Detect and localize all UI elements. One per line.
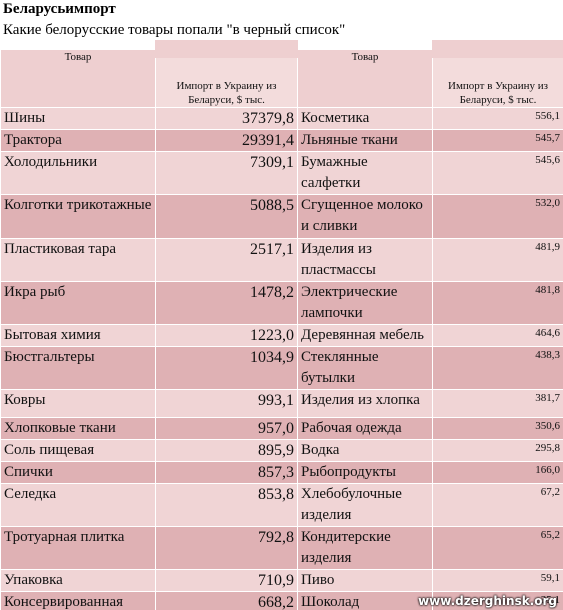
product: Хлопковые ткани [0, 416, 156, 440]
product: Икра рыб [0, 280, 156, 325]
table-row: Ковры 993,1 Изделия из хлопка 381,7 [0, 388, 563, 418]
table-row: Икра рыб 1478,2 Электрические лампочки 481,… [0, 280, 563, 325]
import-value: 2517,1 [155, 237, 298, 282]
import-value: 1034,9 [155, 345, 298, 390]
table-row: Тротуарная плитка 792,8 Кондитерские издел… [0, 525, 563, 570]
import-value: 1223,0 [155, 323, 298, 347]
import-value: 993,1 [155, 388, 298, 418]
title: Беларусьимпорт [3, 1, 116, 17]
product: Рыбопродукты [297, 460, 433, 484]
import-value: 481,8 [432, 280, 563, 325]
import-value: 668,2 [155, 590, 298, 610]
product: Соль пищевая [0, 438, 156, 462]
table-row: Колготки трикотажные 5088,5 Сгущенное моло… [0, 193, 563, 239]
product: Водка [297, 438, 433, 462]
product: Бюстгальтеры [0, 345, 156, 390]
product: Консервированная рыба [0, 590, 156, 610]
table-row: Холодильники 7309,1 Бумажные салфетки 545,6 [0, 150, 563, 195]
watermark: www.dzerghinsk.org [418, 594, 557, 608]
import-value: 545,7 [432, 128, 563, 152]
import-table: Товар Импорт в Украину из Беларуси, $ ты… [0, 40, 563, 610]
product: Трактора [0, 128, 156, 152]
table-row: Бытовая химия 1223,0 Деревянная мебель 464,… [0, 323, 563, 347]
product: Косметика [297, 106, 433, 130]
product: Пластиковая тара [0, 237, 156, 282]
import-value: 481,9 [432, 237, 563, 282]
import-value: 381,7 [432, 388, 563, 418]
import-value: 29391,4 [155, 128, 298, 152]
product: Стеклянные бутылки [297, 345, 433, 390]
import-value: 545,6 [432, 150, 563, 195]
product: Пиво [297, 568, 433, 592]
product: Деревянная мебель [297, 323, 433, 347]
product: Сгущенное молоко и сливки [297, 193, 433, 239]
table-body: Шины 37379,8 Косметика 556,1 Трактора 29391,4… [0, 106, 563, 610]
import-value: 166,0 [432, 460, 563, 484]
import-value: 857,3 [155, 460, 298, 484]
product: Шоколад [297, 590, 433, 610]
import-value: 957,0 [155, 416, 298, 440]
import-value: 853,8 [155, 482, 298, 527]
import-value: 37379,8 [155, 106, 298, 130]
product: Ковры [0, 388, 156, 418]
product: Рабочая одежда [297, 416, 433, 440]
product: Холодильники [0, 150, 156, 195]
import-value: 35,1 [432, 590, 563, 610]
product: Бытовая химия [0, 323, 156, 347]
product: Колготки трикотажные [0, 193, 156, 239]
product: Селедка [0, 482, 156, 527]
table-header: Товар Импорт в Украину из Беларуси, $ ты… [0, 40, 563, 108]
product: Спички [0, 460, 156, 484]
import-value: 792,8 [155, 525, 298, 570]
import-value: 710,9 [155, 568, 298, 592]
table-row: Селедка 853,8 Хлебобулочные изделия 67,2 [0, 482, 563, 527]
import-value: 65,2 [432, 525, 563, 570]
product: Изделия из пластмассы [297, 237, 433, 282]
product: Тротуарная плитка [0, 525, 156, 570]
import-value: 295,8 [432, 438, 563, 462]
import-value: 532,0 [432, 193, 563, 239]
product: Хлебобулочные изделия [297, 482, 433, 527]
import-value: 59,1 [432, 568, 563, 592]
product: Шины [0, 106, 156, 130]
product: Льняные ткани [297, 128, 433, 152]
column-header: Товар [297, 48, 433, 108]
product: Кондитерские изделия [297, 525, 433, 570]
import-value: 464,6 [432, 323, 563, 347]
column-header: Товар [0, 48, 156, 108]
table-row: Шины 37379,8 Косметика 556,1 [0, 106, 563, 130]
import-value: 350,6 [432, 416, 563, 440]
table-row: Пластиковая тара 2517,1 Изделия из пластма… [0, 237, 563, 282]
table-row: Спички 857,3 Рыбопродукты 166,0 [0, 460, 563, 484]
import-value: 67,2 [432, 482, 563, 527]
import-value: 438,3 [432, 345, 563, 390]
import-value: 1478,2 [155, 280, 298, 325]
import-value: 895,9 [155, 438, 298, 462]
product: Упаковка [0, 568, 156, 592]
product: Изделия из хлопка [297, 388, 433, 418]
table-row: Трактора 29391,4 Льняные ткани 545,7 [0, 128, 563, 152]
table-row: Хлопковые ткани 957,0 Рабочая одежда 350,6 [0, 416, 563, 440]
column-header: Импорт в Украину из Беларуси, $ тыс. [432, 40, 563, 108]
table-row: Бюстгальтеры 1034,9 Стеклянные бутылки 438,… [0, 345, 563, 390]
table-row: Соль пищевая 895,9 Водка 295,8 [0, 438, 563, 462]
subtitle: Какие белорусские товары попали "в черны… [3, 22, 346, 38]
product: Бумажные салфетки [297, 150, 433, 195]
import-value: 556,1 [432, 106, 563, 130]
column-header: Импорт в Украину из Беларуси, $ тыс. [155, 40, 298, 108]
import-value: 5088,5 [155, 193, 298, 239]
import-value: 7309,1 [155, 150, 298, 195]
table-row: Упаковка 710,9 Пиво 59,1 [0, 568, 563, 592]
product: Электрические лампочки [297, 280, 433, 325]
